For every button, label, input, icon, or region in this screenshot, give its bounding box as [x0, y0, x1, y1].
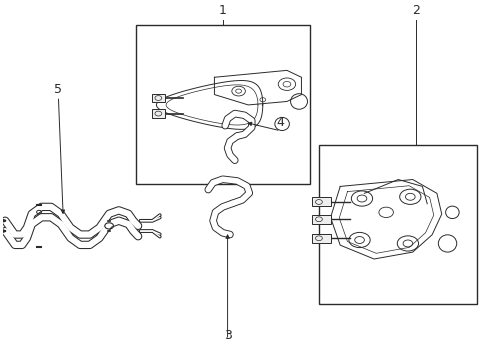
- Text: 5: 5: [54, 83, 62, 96]
- Bar: [136, 26, 309, 184]
- Bar: [311, 198, 330, 207]
- Bar: [311, 215, 330, 224]
- Bar: [311, 234, 330, 243]
- Text: 1: 1: [218, 4, 226, 17]
- Text: 2: 2: [411, 4, 419, 17]
- Bar: [319, 145, 476, 303]
- Bar: [151, 94, 165, 102]
- Bar: [151, 109, 165, 118]
- Text: 4: 4: [276, 116, 284, 129]
- Text: 3: 3: [223, 329, 231, 342]
